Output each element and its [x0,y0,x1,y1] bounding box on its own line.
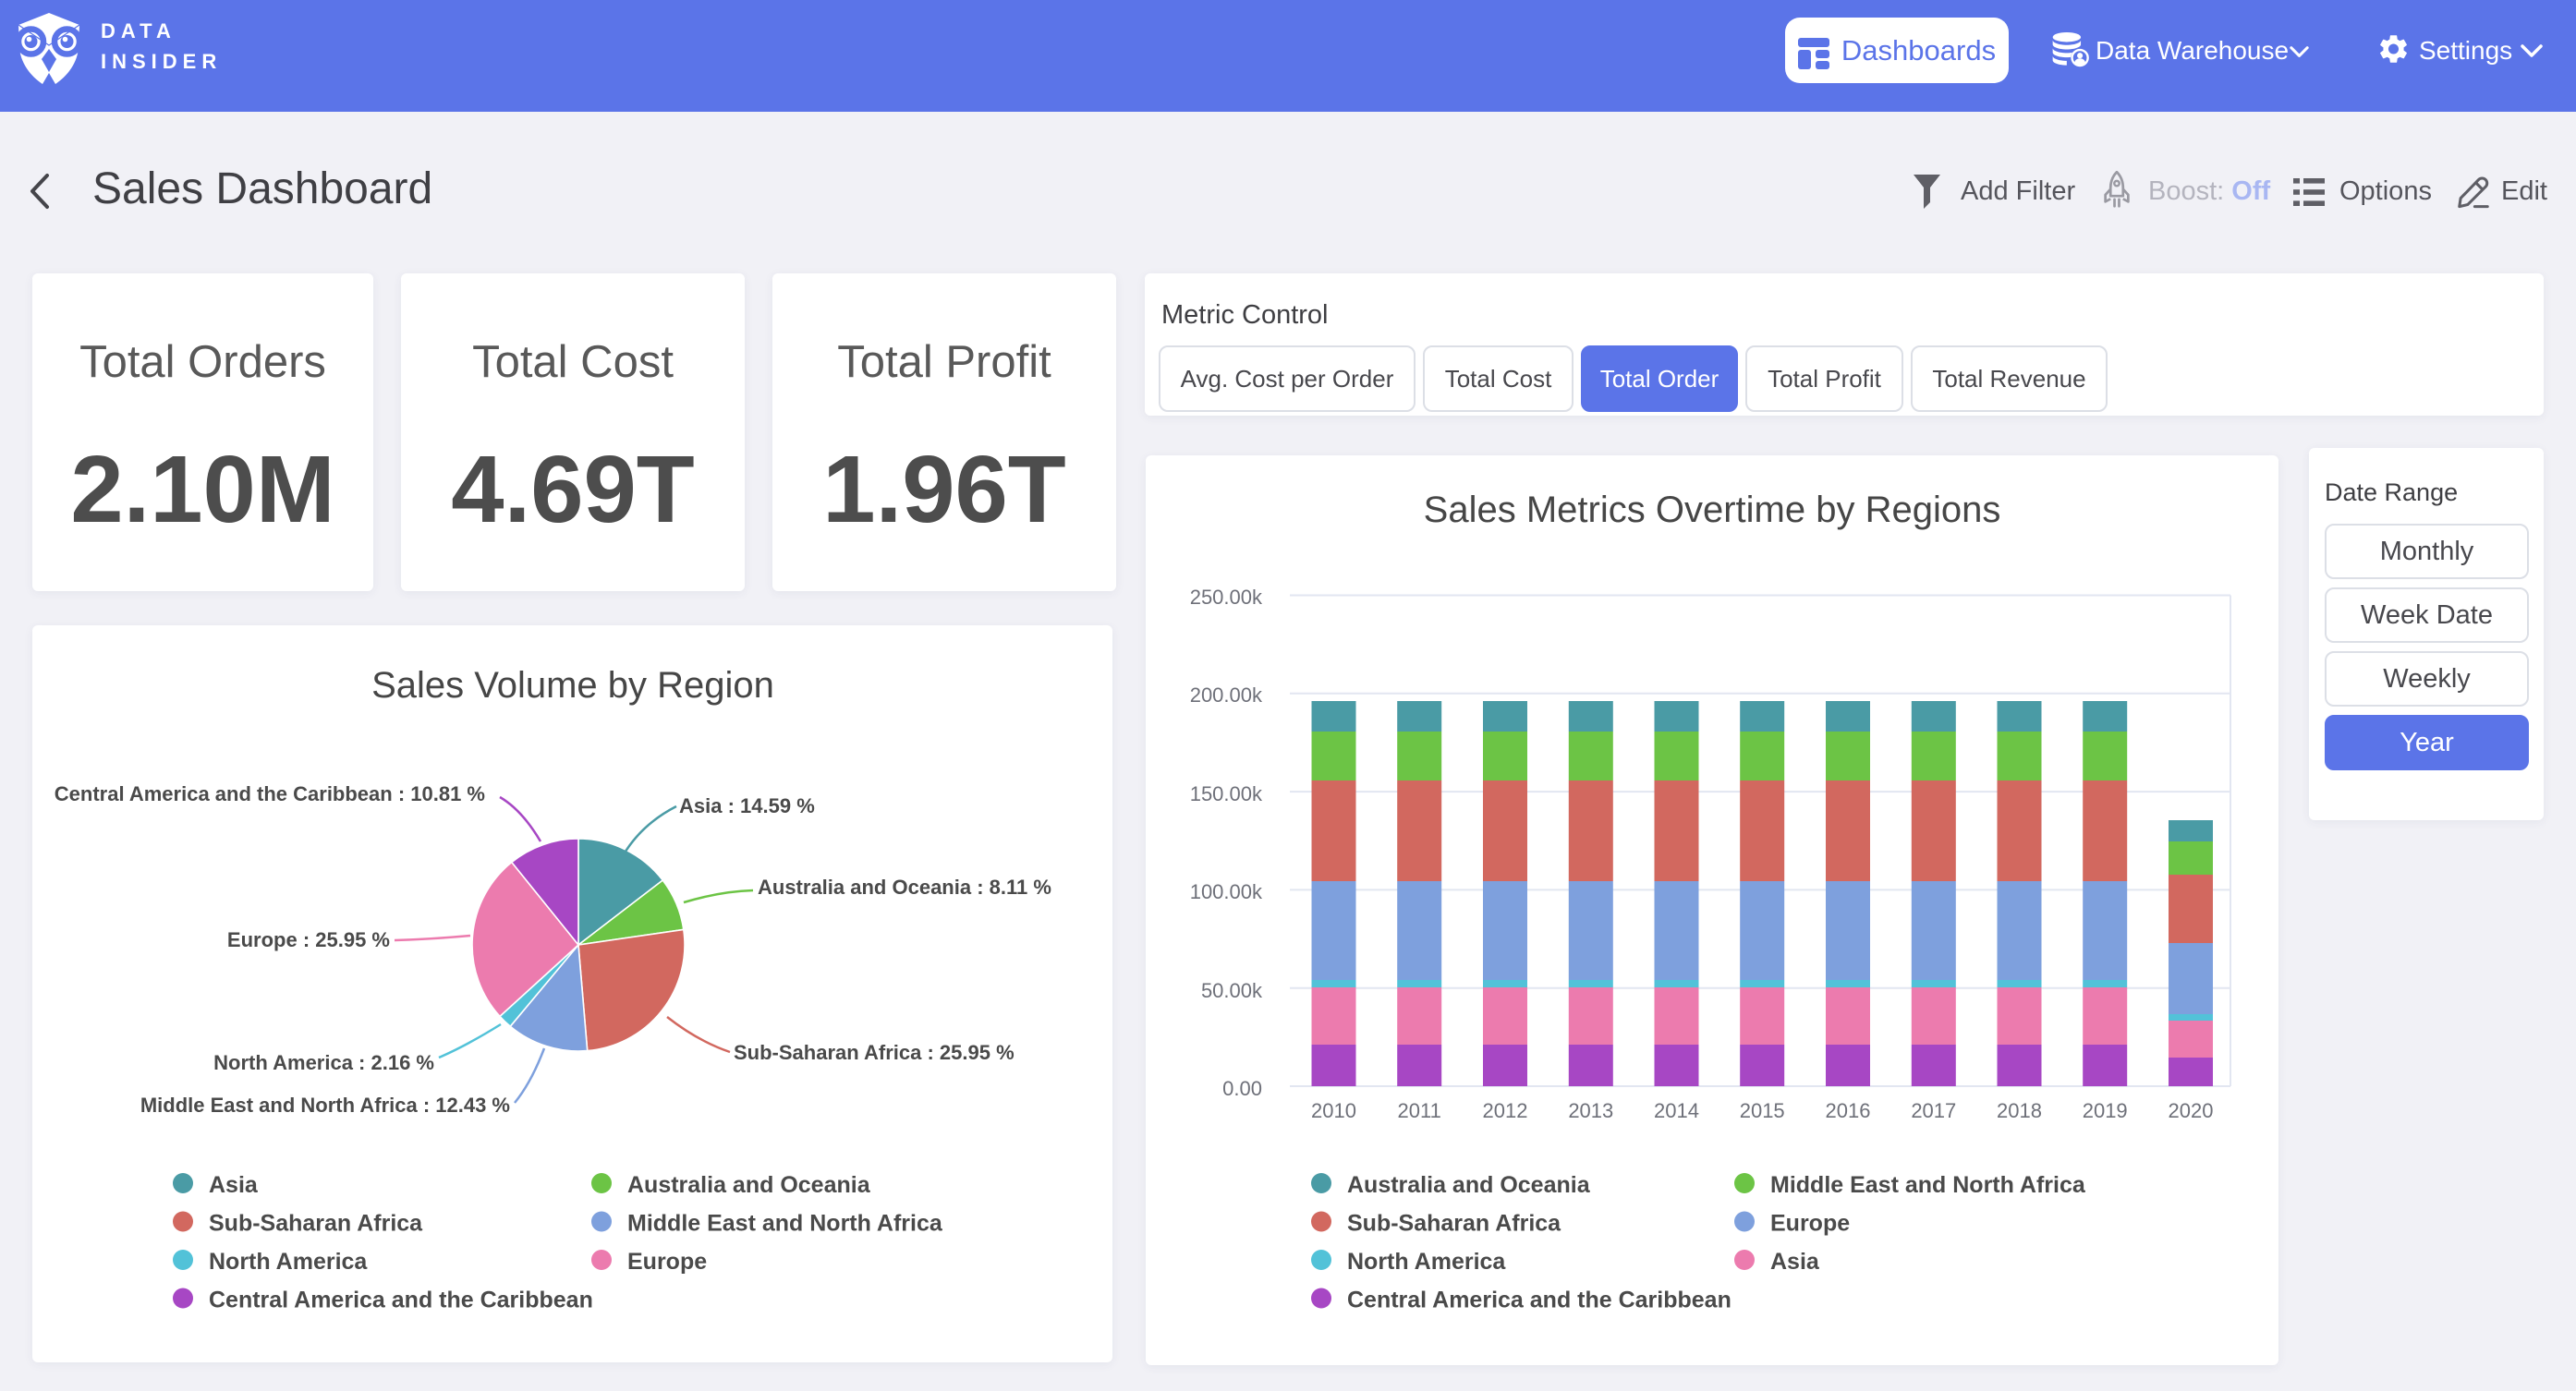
svg-text:Sub-Saharan Africa: Sub-Saharan Africa [209,1211,423,1237]
svg-text:2020: 2020 [2169,1099,2214,1122]
svg-text:2010: 2010 [1311,1099,1356,1122]
svg-text:Middle East and North Africa: Middle East and North Africa [1770,1172,2086,1198]
svg-text:Australia and Oceania: Australia and Oceania [1347,1172,1591,1198]
svg-text:North America: North America [209,1249,368,1275]
svg-text:Australia and Oceania: Australia and Oceania [627,1172,871,1198]
svg-text:150.00k: 150.00k [1190,782,1263,805]
svg-text:2013: 2013 [1568,1099,1613,1122]
svg-text:Sub-Saharan Africa : 25.95 %: Sub-Saharan Africa : 25.95 % [734,1041,1015,1064]
svg-text:2015: 2015 [1740,1099,1785,1122]
svg-text:2017: 2017 [1911,1099,1956,1122]
svg-text:2012: 2012 [1483,1099,1528,1122]
svg-text:Sales Metrics Overtime by Regi: Sales Metrics Overtime by Regions [1424,490,2001,530]
svg-text:Central America and the Caribb: Central America and the Caribbean : 10.8… [55,782,485,805]
svg-text:Sales Volume by Region: Sales Volume by Region [371,665,774,706]
svg-text:Europe: Europe [627,1249,707,1275]
svg-text:2014: 2014 [1654,1099,1699,1122]
svg-text:Europe : 25.95 %: Europe : 25.95 % [227,928,390,951]
svg-text:50.00k: 50.00k [1201,979,1263,1002]
svg-text:2018: 2018 [1997,1099,2042,1122]
svg-text:Asia: Asia [209,1172,259,1198]
svg-text:Europe: Europe [1770,1211,1850,1237]
svg-text:100.00k: 100.00k [1190,880,1263,903]
svg-text:Middle East and North Africa :: Middle East and North Africa : 12.43 % [140,1094,510,1117]
svg-text:Australia and Oceania : 8.11 %: Australia and Oceania : 8.11 % [758,876,1051,899]
svg-text:Central America and the Caribb: Central America and the Caribbean [209,1288,593,1313]
svg-text:Asia: Asia [1770,1249,1820,1275]
svg-text:2011: 2011 [1398,1099,1441,1122]
svg-text:2016: 2016 [1826,1099,1871,1122]
svg-text:2019: 2019 [2083,1099,2128,1122]
svg-text:North America : 2.16 %: North America : 2.16 % [213,1051,434,1074]
svg-text:250.00k: 250.00k [1190,586,1263,609]
svg-text:North America: North America [1347,1249,1506,1275]
svg-text:200.00k: 200.00k [1190,683,1263,707]
svg-text:Sub-Saharan Africa: Sub-Saharan Africa [1347,1211,1561,1237]
svg-text:Asia : 14.59 %: Asia : 14.59 % [679,794,815,817]
svg-text:Central America and the Caribb: Central America and the Caribbean [1347,1288,1732,1313]
svg-text:Middle East and North Africa: Middle East and North Africa [627,1211,943,1237]
svg-text:0.00: 0.00 [1222,1077,1262,1100]
